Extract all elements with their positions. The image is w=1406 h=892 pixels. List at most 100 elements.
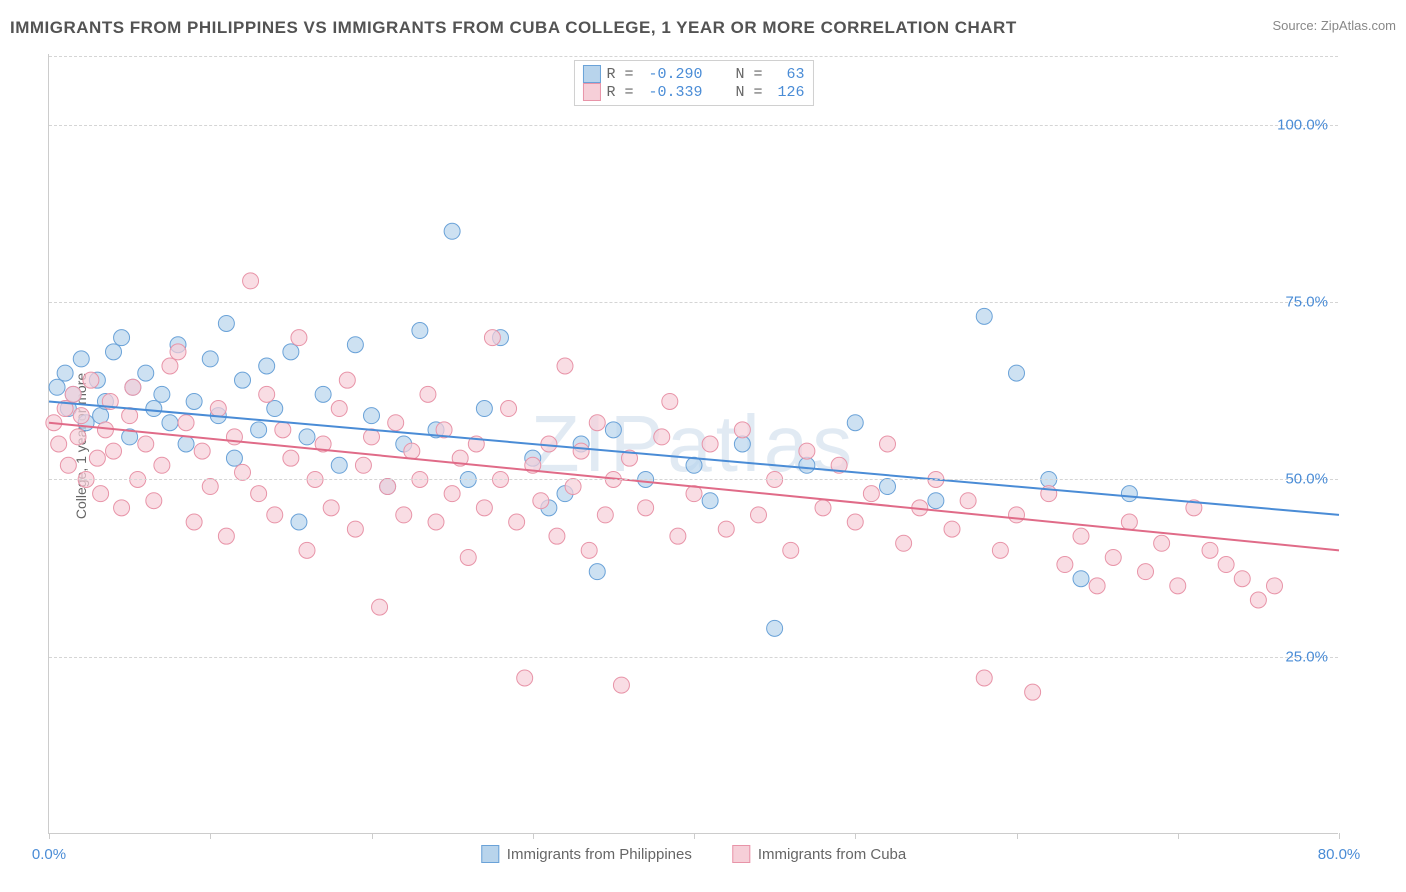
x-tick: [1017, 833, 1018, 839]
data-point: [291, 330, 307, 346]
stat-n-label: N =: [709, 84, 772, 101]
data-point: [880, 479, 896, 495]
data-point: [654, 429, 670, 445]
series-legend: Immigrants from Philippines Immigrants fr…: [481, 845, 906, 863]
x-tick: [210, 833, 211, 839]
x-tick: [694, 833, 695, 839]
data-point: [202, 351, 218, 367]
data-point: [896, 535, 912, 551]
stat-row: R = -0.290 N = 63: [582, 65, 804, 83]
data-point: [992, 542, 1008, 558]
data-point: [1267, 578, 1283, 594]
data-point: [509, 514, 525, 530]
data-point: [146, 493, 162, 509]
data-point: [476, 401, 492, 417]
data-point: [638, 500, 654, 516]
data-point: [484, 330, 500, 346]
data-point: [799, 443, 815, 459]
stat-r-label: R =: [606, 84, 642, 101]
data-point: [235, 464, 251, 480]
data-point: [218, 315, 234, 331]
data-point: [589, 564, 605, 580]
data-point: [275, 422, 291, 438]
x-tick: [1339, 833, 1340, 839]
data-point: [93, 408, 109, 424]
data-point: [226, 450, 242, 466]
scatter-svg: [49, 54, 1338, 833]
stat-n-label: N =: [709, 66, 772, 83]
swatch-icon: [481, 845, 499, 863]
gridline: [49, 657, 1338, 658]
stat-r-value: -0.339: [648, 84, 702, 101]
data-point: [847, 415, 863, 431]
data-point: [65, 386, 81, 402]
data-point: [557, 358, 573, 374]
data-point: [388, 415, 404, 431]
data-point: [662, 393, 678, 409]
data-point: [106, 443, 122, 459]
data-point: [51, 436, 67, 452]
gridline: [49, 479, 1338, 480]
data-point: [944, 521, 960, 537]
data-point: [613, 677, 629, 693]
data-point: [178, 436, 194, 452]
trend-line: [49, 423, 1339, 551]
x-tick: [533, 833, 534, 839]
y-tick-label: 100.0%: [1277, 116, 1328, 133]
data-point: [235, 372, 251, 388]
data-point: [1009, 365, 1025, 381]
data-point: [1234, 571, 1250, 587]
data-point: [1073, 528, 1089, 544]
data-point: [549, 528, 565, 544]
data-point: [210, 401, 226, 417]
data-point: [420, 386, 436, 402]
legend-item: Immigrants from Cuba: [732, 845, 906, 863]
data-point: [259, 386, 275, 402]
data-point: [928, 493, 944, 509]
data-point: [565, 479, 581, 495]
stat-r-label: R =: [606, 66, 642, 83]
data-point: [251, 422, 267, 438]
data-point: [178, 415, 194, 431]
data-point: [1009, 507, 1025, 523]
data-point: [162, 358, 178, 374]
data-point: [718, 521, 734, 537]
data-point: [396, 507, 412, 523]
data-point: [702, 436, 718, 452]
stat-row: R = -0.339 N = 126: [582, 83, 804, 101]
data-point: [267, 507, 283, 523]
chart-header: IMMIGRANTS FROM PHILIPPINES VS IMMIGRANT…: [10, 18, 1396, 38]
x-tick: [372, 833, 373, 839]
data-point: [218, 528, 234, 544]
data-point: [259, 358, 275, 374]
data-point: [106, 344, 122, 360]
data-point: [1170, 578, 1186, 594]
data-point: [517, 670, 533, 686]
data-point: [194, 443, 210, 459]
chart-source: Source: ZipAtlas.com: [1272, 18, 1396, 38]
legend-label: Immigrants from Cuba: [758, 846, 906, 863]
data-point: [1057, 557, 1073, 573]
data-point: [847, 514, 863, 530]
plot-area: ZIPatlas R = -0.290 N = 63R = -0.339 N =…: [48, 54, 1338, 834]
data-point: [501, 401, 517, 417]
data-point: [1121, 514, 1137, 530]
data-point: [751, 507, 767, 523]
x-tick: [49, 833, 50, 839]
data-point: [299, 429, 315, 445]
data-point: [476, 500, 492, 516]
legend-item: Immigrants from Philippines: [481, 845, 692, 863]
data-point: [73, 351, 89, 367]
data-point: [460, 549, 476, 565]
data-point: [605, 422, 621, 438]
data-point: [73, 408, 89, 424]
chart-title: IMMIGRANTS FROM PHILIPPINES VS IMMIGRANT…: [10, 18, 1017, 38]
data-point: [1105, 549, 1121, 565]
y-tick-label: 75.0%: [1285, 294, 1328, 311]
data-point: [347, 521, 363, 537]
data-point: [89, 450, 105, 466]
y-tick-label: 25.0%: [1285, 648, 1328, 665]
legend-label: Immigrants from Philippines: [507, 846, 692, 863]
data-point: [93, 486, 109, 502]
data-point: [186, 514, 202, 530]
